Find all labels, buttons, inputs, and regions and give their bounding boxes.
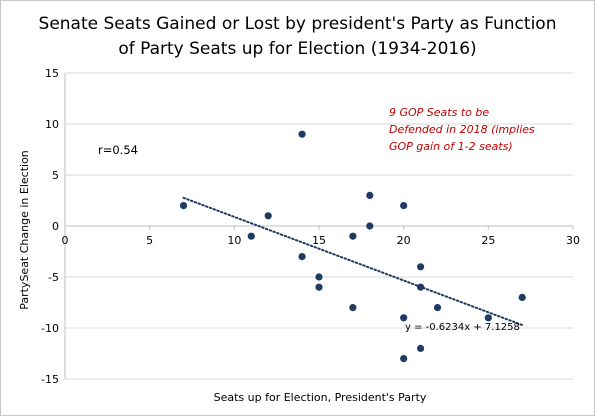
gop-note-line: GOP gain of 1-2 seats) bbox=[389, 140, 513, 153]
trend-equation: y = -0.6234x + 7.1258 bbox=[405, 322, 520, 333]
data-point bbox=[298, 253, 306, 261]
data-point bbox=[366, 191, 374, 199]
axes bbox=[64, 73, 574, 379]
data-point bbox=[179, 202, 188, 210]
data-point bbox=[264, 212, 272, 220]
gop-note-line: Defended in 2018 (implies bbox=[389, 123, 535, 136]
data-point bbox=[400, 314, 408, 322]
annotations: r=0.54 9 GOP Seats to be Defended in 2018 … bbox=[98, 106, 535, 333]
y-axis-label: PartySeat Change in Election bbox=[18, 150, 31, 310]
r-value-label: r=0.54 bbox=[98, 143, 138, 157]
y-tick-label: 0 bbox=[52, 220, 59, 233]
gop-note: 9 GOP Seats to be Defended in 2018 (impli… bbox=[389, 106, 535, 153]
x-tick-label: 0 bbox=[62, 234, 69, 247]
trendline-group bbox=[182, 196, 524, 327]
data-point bbox=[247, 232, 255, 240]
data-point bbox=[400, 202, 408, 210]
y-tick-label: 10 bbox=[45, 118, 59, 131]
data-points bbox=[179, 130, 526, 363]
x-axis-label: Seats up for Election, President's Party bbox=[214, 391, 427, 404]
y-tick-label: -5 bbox=[48, 271, 59, 284]
data-point bbox=[433, 304, 442, 312]
x-tick-label: 15 bbox=[312, 234, 326, 247]
y-tick-label: -10 bbox=[41, 322, 59, 335]
data-point bbox=[315, 283, 323, 291]
y-tick-label: 5 bbox=[52, 169, 59, 182]
data-point bbox=[349, 232, 357, 240]
data-point bbox=[366, 222, 374, 230]
gop-note-line: 9 GOP Seats to be bbox=[389, 106, 489, 119]
data-point bbox=[298, 130, 306, 138]
data-point bbox=[315, 273, 323, 281]
tick-labels: -15 -10 -5 0 5 10 15 0 5 10 15 20 25 30 bbox=[41, 67, 580, 386]
data-point bbox=[484, 314, 492, 322]
x-tick-label: 5 bbox=[146, 234, 153, 247]
y-tick-label: -15 bbox=[41, 373, 59, 386]
chart-title: Senate Seats Gained or Lost by president… bbox=[38, 14, 557, 59]
x-tick-label: 20 bbox=[397, 234, 411, 247]
x-tick-label: 25 bbox=[481, 234, 495, 247]
trendline bbox=[182, 196, 524, 327]
x-tick-label: 10 bbox=[227, 234, 241, 247]
data-point bbox=[349, 304, 357, 312]
data-point bbox=[400, 355, 408, 363]
y-tick-label: 15 bbox=[45, 67, 59, 80]
x-tick-label: 30 bbox=[566, 234, 580, 247]
data-point bbox=[518, 293, 526, 301]
data-point bbox=[417, 263, 425, 271]
data-point bbox=[417, 344, 425, 352]
